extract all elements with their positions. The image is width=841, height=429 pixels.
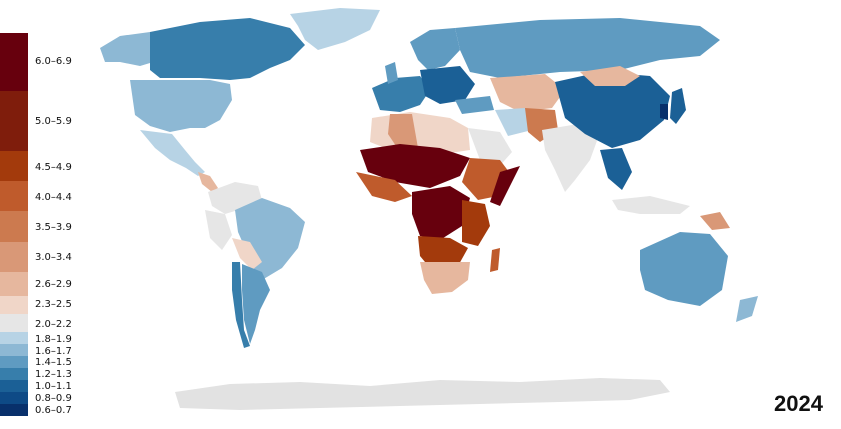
legend-swatch-2.0-2.2 [0,314,28,332]
mexico [140,130,205,176]
antarctica [175,378,670,410]
legend-label-2.3-2.5: 2.3–2.5 [35,299,72,310]
united-states [130,80,232,132]
legend-label-3.0-3.4: 3.0–3.4 [35,252,72,263]
legend-swatch-3.0-3.4 [0,242,28,272]
australia [640,232,728,306]
turkey [455,96,494,114]
japan [670,88,686,124]
algeria-mali [388,114,418,152]
legend-label-1.2-1.3: 1.2–1.3 [35,369,72,380]
legend-swatch-0.6-0.7 [0,404,28,416]
somalia [490,166,520,206]
legend-swatch-3.5-3.9 [0,211,28,242]
legend-label-4.0-4.4: 4.0–4.4 [35,192,72,203]
chile [232,262,250,348]
legend-label-0.6-0.7: 0.6–0.7 [35,405,72,416]
southern-africa [420,262,470,294]
legend-swatches [0,33,28,416]
indonesia [612,196,690,214]
new-zealand [736,296,758,322]
west-africa [356,172,412,202]
year-label: 2024 [774,391,823,416]
eastern-europe [420,66,475,104]
legend-swatch-0.8-0.9 [0,392,28,404]
legend-label-3.5-3.9: 3.5–3.9 [35,222,72,233]
peru [205,210,232,250]
legend-label-0.8-0.9: 0.8–0.9 [35,393,72,404]
india [542,124,598,192]
uk [385,62,398,84]
russia [455,18,720,78]
iran [495,108,532,136]
legend-label-2.0-2.2: 2.0–2.2 [35,319,72,330]
east-africa [462,200,490,246]
mongolia [580,66,640,86]
legend-swatch-1.6-1.7 [0,344,28,356]
china [555,72,670,148]
legend-label-1.8-1.9: 1.8–1.9 [35,334,72,345]
bolivia-paraguay [232,238,262,270]
papua-new-guinea [700,212,730,230]
legend-swatch-6.0-6.9 [0,33,28,91]
legend-swatch-5.0-5.9 [0,91,28,151]
legend-label-2.6-2.9: 2.6–2.9 [35,279,72,290]
central-america [198,172,218,192]
central-africa [412,186,470,240]
legend-swatch-2.6-2.9 [0,272,28,296]
argentina [242,264,270,344]
legend-swatch-1.0-1.1 [0,380,28,392]
legend-swatch-4.0-4.4 [0,181,28,211]
legend-swatch-1.8-1.9 [0,332,28,344]
legend-label-4.5-4.9: 4.5–4.9 [35,162,72,173]
scandinavia [410,28,460,70]
madagascar [490,248,500,272]
legend-label-5.0-5.9: 5.0–5.9 [35,116,72,127]
alaska [100,32,165,66]
western-europe [372,76,430,112]
saudi-arabia [468,128,512,168]
legend-label-1.4-1.5: 1.4–1.5 [35,357,72,368]
angola-zambia [418,236,468,268]
greenland [290,8,380,50]
canada [150,18,305,80]
legend-label-6.0-6.9: 6.0–6.9 [35,56,72,67]
legend-label-1.6-1.7: 1.6–1.7 [35,346,72,357]
legend-label-1.0-1.1: 1.0–1.1 [35,381,72,392]
korea [660,104,668,120]
legend-swatch-1.2-1.3 [0,368,28,380]
southeast-asia [600,148,632,190]
sahel [360,144,470,188]
legend-swatch-1.4-1.5 [0,356,28,368]
legend-swatch-4.5-4.9 [0,151,28,181]
legend-swatch-2.3-2.5 [0,296,28,314]
central-asia [490,74,565,112]
